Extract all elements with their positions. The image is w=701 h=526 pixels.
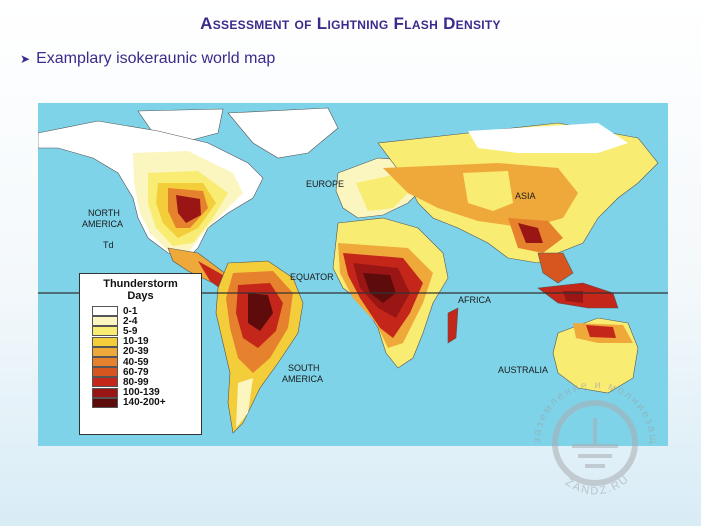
label-td: Td [103, 240, 114, 250]
legend-swatch [92, 346, 118, 357]
label-australia: AUSTRALIA [498, 365, 548, 375]
indonesia [537, 282, 619, 309]
label-asia: ASIA [515, 191, 536, 201]
zandz-watermark: заземление и молниезащита ZANDZ.RU [520, 368, 659, 497]
legend-swatch [92, 336, 118, 347]
legend-label: 0-1 [123, 305, 138, 317]
legend-swatch [92, 326, 118, 337]
legend-label: 40-59 [123, 356, 149, 368]
asia [377, 122, 659, 284]
legend-title-line2: Days [127, 290, 154, 302]
subtitle-text: Examplary isokeraunic world map [36, 50, 276, 67]
label-europe: EUROPE [306, 179, 344, 189]
label-equator: EQUATOR [290, 272, 334, 282]
label-south-america-2: AMERICA [282, 374, 323, 384]
north-america [38, 120, 264, 299]
south-america [215, 260, 304, 434]
arrow-bullet-icon: ➤ [20, 52, 31, 66]
legend-item: 2-4 [92, 315, 201, 327]
legend-label: 100-139 [123, 387, 160, 399]
slide-title: Assessment of Lightning Flash Density [200, 14, 501, 33]
legend-swatch [92, 316, 118, 327]
legend-label: 10-19 [123, 336, 149, 348]
legend-swatch [92, 387, 118, 398]
watermark-ring [552, 400, 638, 486]
legend-swatch [92, 367, 118, 378]
label-south-america: SOUTH [288, 363, 320, 373]
legend-label: 2-4 [123, 315, 138, 327]
legend-item: 20-39 [92, 346, 201, 358]
legend-label: 5-9 [123, 325, 138, 337]
label-north-america-2: AMERICA [82, 219, 123, 229]
legend-item: 80-99 [92, 376, 201, 388]
legend-item: 5-9 [92, 325, 201, 337]
australia [552, 317, 639, 394]
legend-title-line1: Thunderstorm [103, 278, 178, 290]
slide-subtitle: ➤ Examplary isokeraunic world map [20, 50, 275, 68]
legend-label: 20-39 [123, 346, 149, 358]
africa [332, 217, 459, 369]
watermark-text-top: заземление и молниезащита [520, 368, 659, 446]
legend-swatch [92, 357, 118, 368]
legend-item: 0-1 [92, 305, 201, 317]
thunderstorm-days-legend: Thunderstorm Days 0-1 2-4 5-9 10-19 20-39 40-… [79, 273, 202, 435]
greenland [227, 107, 339, 159]
legend-label: 60-79 [123, 366, 149, 378]
map-canvas: NORTH AMERICA Td EUROPE ASIA EQUATOR AFR… [38, 103, 668, 446]
legend-item: 40-59 [92, 356, 201, 368]
legend-swatch [92, 397, 118, 408]
legend-label: 80-99 [123, 376, 149, 388]
legend-swatch [92, 377, 118, 388]
legend-label: 140-200+ [123, 397, 166, 409]
isokeraunic-world-map: NORTH AMERICA Td EUROPE ASIA EQUATOR AFR… [38, 103, 668, 446]
label-north-america: NORTH [88, 208, 120, 218]
legend-item: 100-139 [92, 387, 201, 399]
legend-swatch [92, 306, 118, 317]
legend-item: 140-200+ [92, 397, 201, 409]
legend-item: 10-19 [92, 336, 201, 348]
legend-item: 60-79 [92, 366, 201, 378]
legend-rows: 0-1 2-4 5-9 10-19 20-39 40-59 60-79 80-99 100-13… [92, 306, 201, 408]
label-africa: AFRICA [458, 295, 491, 305]
